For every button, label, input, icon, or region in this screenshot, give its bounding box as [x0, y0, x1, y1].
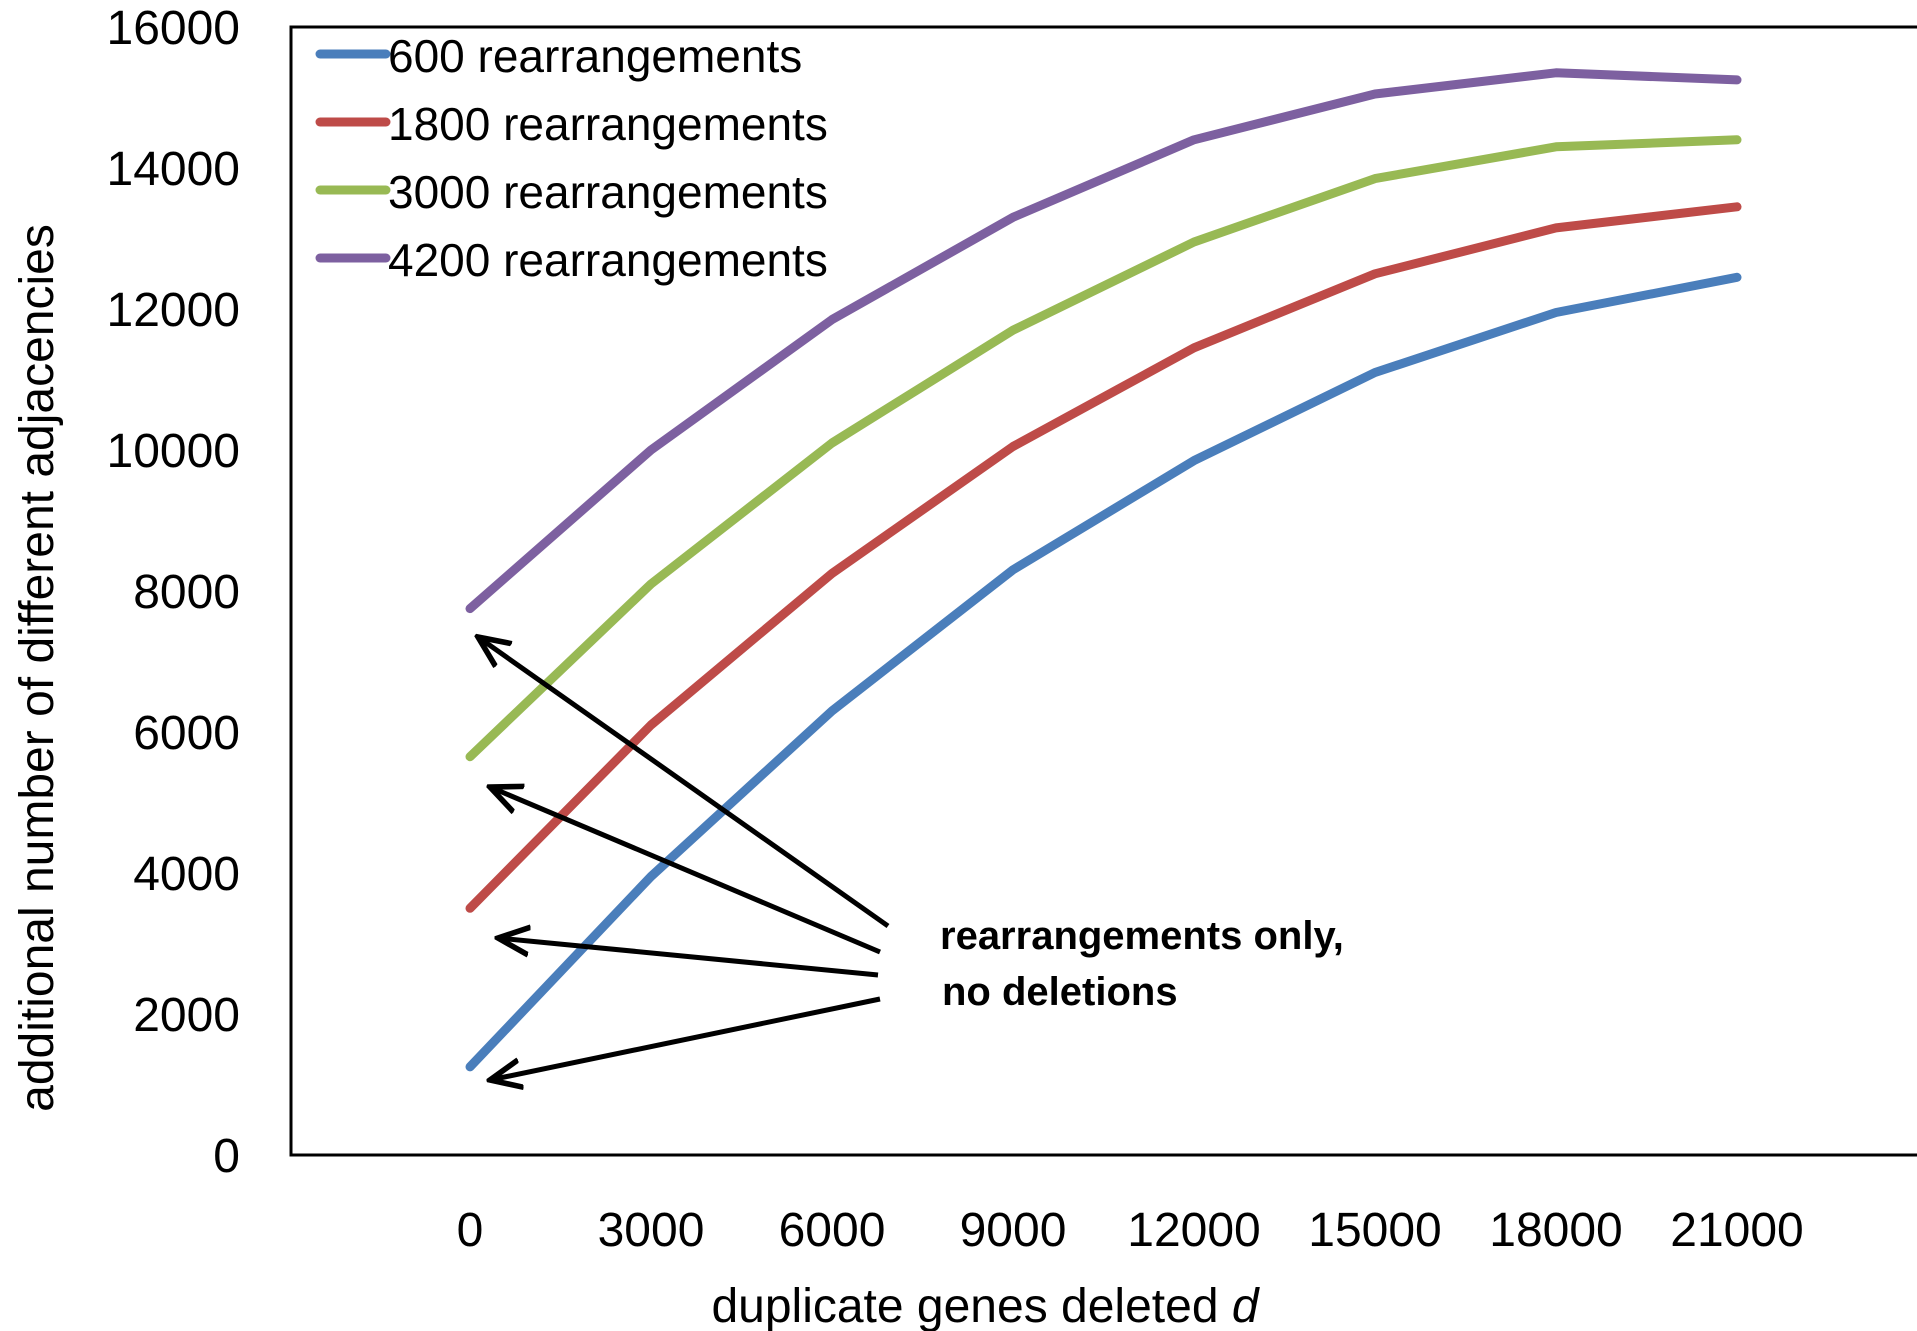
- y-tick-label: 4000: [133, 848, 240, 901]
- x-tick-label: 9000: [960, 1204, 1067, 1257]
- x-tick-label: 21000: [1670, 1204, 1803, 1257]
- y-axis-title: additional number of different adjacenci…: [11, 224, 64, 1112]
- x-axis-variable: d: [1232, 1280, 1260, 1331]
- y-tick-label: 10000: [107, 425, 240, 478]
- legend-entry: 4200 rearrangements: [315, 234, 828, 286]
- legend-label: 4200 rearrangements: [388, 234, 828, 286]
- x-tick-label: 6000: [779, 1204, 886, 1257]
- legend-label: 3000 rearrangements: [388, 166, 828, 218]
- y-axis-tick-labels: 0 2000 4000 6000 8000 10000 12000 14000 …: [107, 2, 240, 1183]
- annotation-arrow: [490, 996, 881, 1080]
- legend-entry: 600 rearrangements: [315, 30, 802, 82]
- x-axis-title-text: duplicate genes deleted: [711, 1280, 1218, 1331]
- annotation-arrow: [490, 787, 881, 955]
- y-tick-label: 12000: [107, 284, 240, 337]
- x-tick-label: 3000: [598, 1204, 705, 1257]
- legend-label: 1800 rearrangements: [388, 98, 828, 150]
- plot-area-frame: [289, 25, 1917, 1157]
- annotation-text-line1: rearrangements only,: [940, 914, 1344, 958]
- annotation-text-line2: no deletions: [942, 970, 1178, 1014]
- series-line-600: [465, 272, 1742, 1072]
- legend-label: 600 rearrangements: [388, 30, 802, 82]
- y-tick-label: 16000: [107, 2, 240, 55]
- x-axis-title: duplicate genes deleted d: [711, 1280, 1259, 1331]
- series-lines: [465, 68, 1742, 1072]
- x-axis-tick-labels: 0 3000 6000 9000 12000 15000 18000 21000: [457, 1204, 1804, 1257]
- x-tick-label: 18000: [1489, 1204, 1622, 1257]
- legend: 600 rearrangements 1800 rearrangements 3…: [315, 30, 828, 286]
- series-line-3000: [465, 135, 1742, 762]
- y-tick-label: 6000: [133, 707, 240, 760]
- legend-entry: 3000 rearrangements: [315, 166, 828, 218]
- annotation-arrow: [478, 637, 890, 929]
- legend-entry: 1800 rearrangements: [315, 98, 828, 150]
- series-line-1800: [465, 202, 1742, 913]
- series-line-4200: [465, 68, 1742, 614]
- x-tick-label: 12000: [1127, 1204, 1260, 1257]
- y-tick-label: 2000: [133, 989, 240, 1042]
- x-tick-label: 15000: [1308, 1204, 1441, 1257]
- y-tick-label: 0: [213, 1130, 240, 1183]
- y-tick-label: 14000: [107, 143, 240, 196]
- x-tick-label: 0: [457, 1204, 484, 1257]
- annotation-arrows: [478, 637, 890, 1080]
- annotation-arrow: [498, 938, 879, 978]
- y-tick-label: 8000: [133, 566, 240, 619]
